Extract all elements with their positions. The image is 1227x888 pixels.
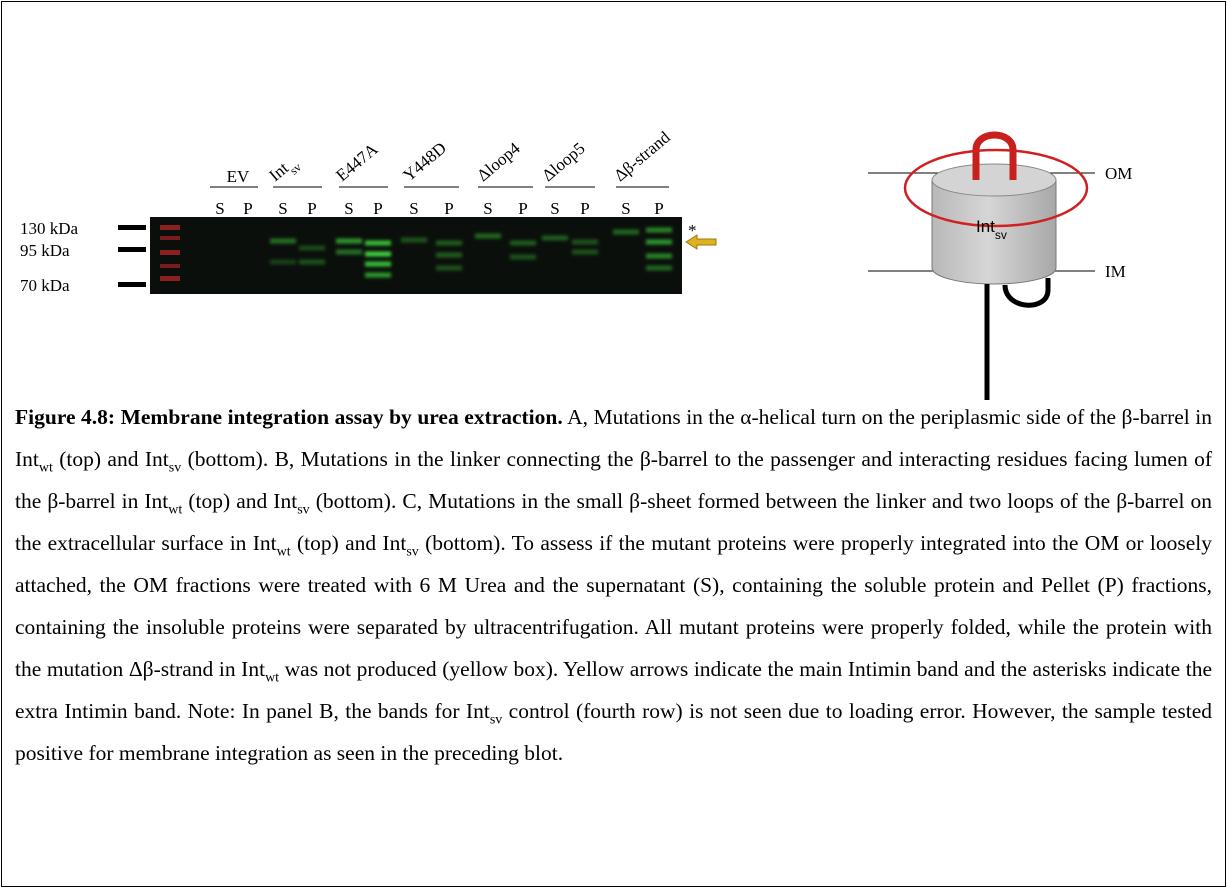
barrel-top — [932, 164, 1056, 196]
fraction-label: S — [550, 199, 559, 218]
lane-label: EV — [227, 167, 250, 186]
caption-text: (top) and Int — [291, 531, 407, 555]
caption-subscript: wt — [265, 670, 279, 685]
marker-bar — [118, 225, 146, 230]
band — [365, 241, 391, 246]
marker-label: 95 kDa — [20, 241, 70, 260]
caption-text: (top) and Int — [182, 489, 297, 513]
band — [510, 241, 536, 246]
band — [336, 239, 362, 244]
band — [475, 234, 501, 239]
caption-text: (top) and Int — [53, 447, 169, 471]
ladder-band — [160, 264, 180, 268]
band — [299, 260, 325, 265]
fraction-label: S — [409, 199, 418, 218]
band — [572, 250, 598, 255]
band — [401, 238, 427, 243]
fraction-label: P — [243, 199, 252, 218]
band — [365, 252, 391, 257]
om-label: OM — [1105, 164, 1132, 183]
ladder-band — [160, 236, 180, 240]
lane-label-main: Int — [265, 158, 292, 185]
fraction-label: S — [215, 199, 224, 218]
lane-label: Δβ-strand — [610, 127, 674, 185]
marker-label: 130 kDa — [20, 219, 79, 238]
im-label: IM — [1105, 262, 1126, 281]
band — [270, 260, 296, 265]
fraction-label: S — [483, 199, 492, 218]
fraction-label: P — [654, 199, 663, 218]
caption-subscript: wt — [168, 502, 182, 517]
fraction-label: P — [307, 199, 316, 218]
marker-bar — [118, 247, 146, 252]
band — [365, 273, 391, 278]
band — [646, 266, 672, 271]
caption: Figure 4.8: Membrane integration assay b… — [15, 396, 1212, 774]
fraction-label: S — [278, 199, 287, 218]
ladder-band — [160, 276, 180, 281]
caption-subscript: sv — [297, 502, 309, 517]
page: 130 kDa95 kDa70 kDaEVSPIntsvSPE447ASPY44… — [0, 0, 1227, 888]
lane-label-main: Y448D — [399, 138, 450, 185]
band — [572, 240, 598, 245]
marker-bar — [118, 282, 146, 287]
protein-label-main: Int — [976, 217, 995, 236]
caption-subscript: sv — [406, 544, 418, 559]
band — [299, 246, 325, 251]
lane-label: Δloop5 — [538, 139, 588, 185]
lane-label-main: E447A — [332, 139, 382, 185]
fraction-label: S — [621, 199, 630, 218]
lane-label: Δloop4 — [473, 138, 524, 185]
caption-subscript: wt — [39, 460, 53, 475]
fraction-label: P — [580, 199, 589, 218]
band — [613, 230, 639, 235]
band — [270, 239, 296, 244]
caption-title: Figure 4.8: Membrane integration assay b… — [15, 405, 563, 429]
marker-label: 70 kDa — [20, 276, 70, 295]
caption-subscript: sv — [169, 460, 181, 475]
band — [436, 241, 462, 246]
band — [436, 266, 462, 271]
fraction-label: P — [373, 199, 382, 218]
band — [436, 253, 462, 258]
caption-subscript: wt — [277, 544, 291, 559]
protein-label-sub: sv — [995, 228, 1007, 242]
band — [542, 236, 568, 241]
band — [510, 255, 536, 260]
band — [646, 228, 672, 233]
fraction-label: P — [444, 199, 453, 218]
band — [646, 254, 672, 259]
lane-label-main: Δβ-strand — [610, 127, 674, 185]
ladder-band — [160, 225, 180, 230]
ladder-band — [160, 250, 180, 255]
band — [365, 262, 391, 267]
lane-label: Y448D — [399, 138, 450, 185]
lane-label-main: Δloop4 — [473, 138, 524, 185]
fraction-label: P — [518, 199, 527, 218]
fraction-label: S — [344, 199, 353, 218]
lane-label: E447A — [332, 139, 382, 185]
band — [336, 250, 362, 255]
asterisk: * — [688, 221, 697, 240]
band — [646, 240, 672, 245]
lane-label: Intsv — [265, 152, 304, 190]
caption-subscript: sv — [490, 712, 502, 727]
lane-label-main: Δloop5 — [538, 139, 588, 185]
blot — [150, 217, 682, 294]
